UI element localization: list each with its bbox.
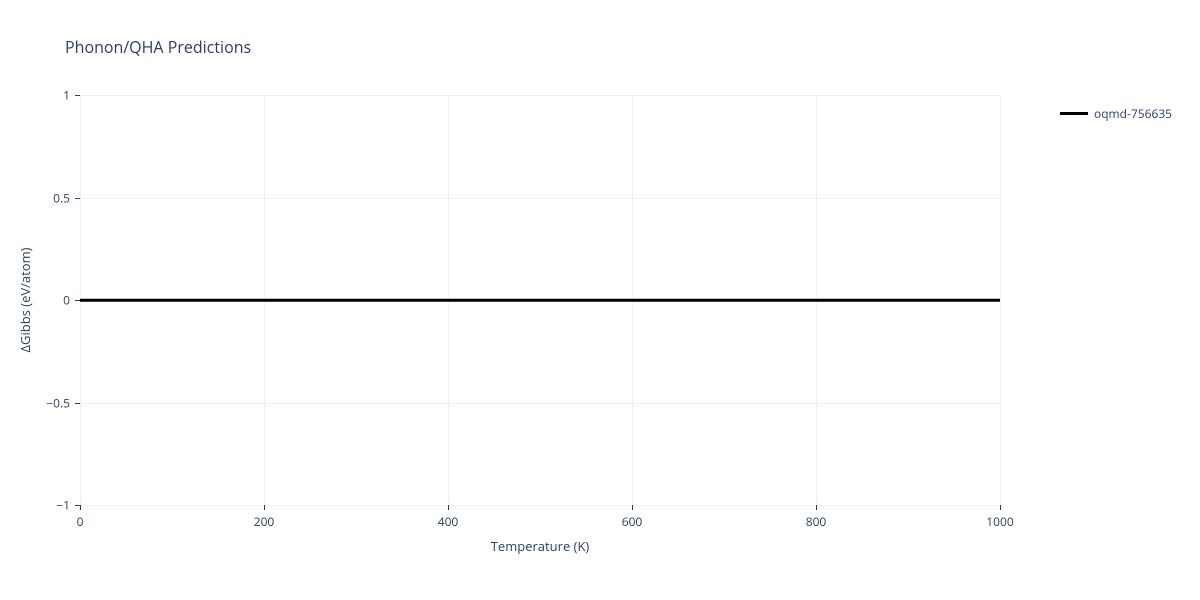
chart-title: Phonon/QHA Predictions <box>65 36 251 58</box>
y-tick-mark <box>75 505 80 506</box>
x-tick-label: 800 <box>806 513 827 530</box>
x-tick-mark <box>448 505 449 510</box>
y-axis-title: ΔGibbs (eV/atom) <box>16 248 34 353</box>
x-tick-label: 600 <box>622 513 643 530</box>
y-tick-mark <box>75 198 80 199</box>
y-tick-label: −0.5 <box>40 394 70 411</box>
x-axis-title: Temperature (K) <box>491 537 590 555</box>
legend[interactable]: oqmd-756635 <box>1060 105 1172 122</box>
legend-series-label: oqmd-756635 <box>1094 105 1172 122</box>
x-tick-label: 1000 <box>986 513 1013 530</box>
grid-line-horizontal <box>80 403 1000 404</box>
x-tick-mark <box>80 505 81 510</box>
x-tick-label: 400 <box>438 513 459 530</box>
x-tick-label: 0 <box>77 513 84 530</box>
grid-line-horizontal <box>80 95 1000 96</box>
x-tick-mark <box>1000 505 1001 510</box>
chart-container: Phonon/QHA Predictions ΔGibbs (eV/atom) … <box>0 0 1200 600</box>
y-tick-label: 0.5 <box>40 189 70 206</box>
x-tick-label: 200 <box>254 513 275 530</box>
data-series-line[interactable] <box>80 299 1000 302</box>
plot-area[interactable] <box>80 95 1000 505</box>
legend-swatch <box>1060 112 1088 115</box>
y-tick-label: 0 <box>40 292 70 309</box>
grid-line-horizontal <box>80 198 1000 199</box>
y-tick-label: −1 <box>40 497 70 514</box>
x-tick-mark <box>632 505 633 510</box>
y-tick-mark <box>75 403 80 404</box>
x-tick-mark <box>816 505 817 510</box>
y-tick-label: 1 <box>40 87 70 104</box>
y-tick-mark <box>75 300 80 301</box>
grid-line-vertical <box>1000 95 1001 505</box>
y-tick-mark <box>75 95 80 96</box>
legend-item[interactable]: oqmd-756635 <box>1060 105 1172 122</box>
grid-line-horizontal <box>80 505 1000 506</box>
x-tick-mark <box>264 505 265 510</box>
